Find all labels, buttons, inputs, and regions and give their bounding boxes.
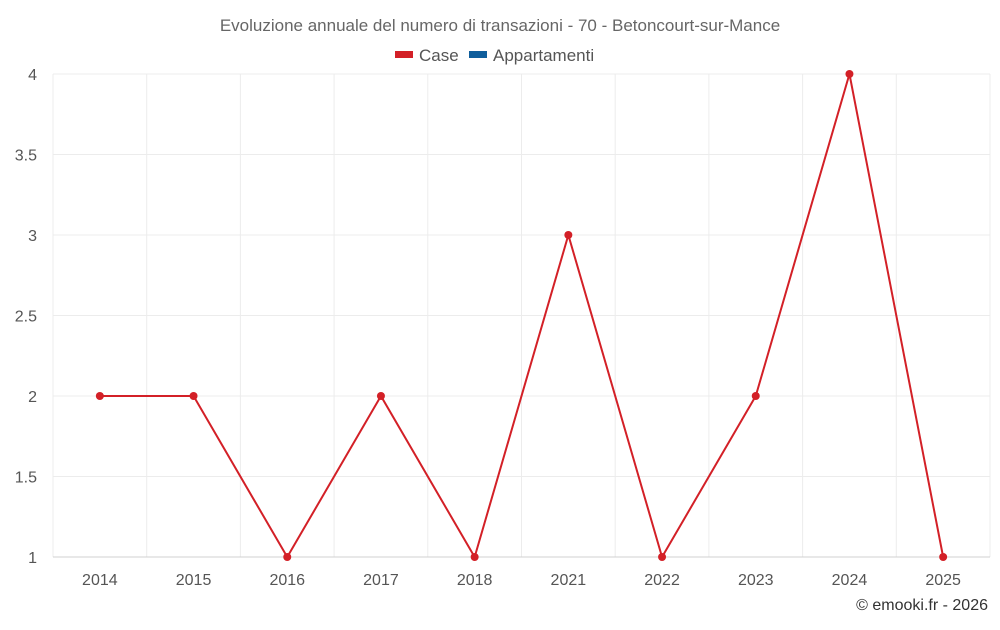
x-tick-label: 2023 [738, 572, 774, 589]
legend-item-case[interactable]: Case [395, 46, 459, 65]
y-tick-label: 4 [28, 67, 37, 84]
chart-title: Evoluzione annuale del numero di transaz… [220, 16, 780, 35]
x-tick-label: 2021 [551, 572, 587, 589]
x-tick-label: 2022 [644, 572, 680, 589]
data-point[interactable] [658, 553, 667, 561]
y-tick-label: 3 [28, 228, 37, 245]
y-tick-label: 1 [28, 550, 37, 567]
x-tick-label: 2015 [176, 572, 212, 589]
data-point[interactable] [939, 553, 948, 561]
data-point[interactable] [470, 553, 479, 561]
x-tick-label: 2018 [457, 572, 493, 589]
data-point[interactable] [95, 392, 104, 400]
data-point[interactable] [751, 392, 760, 400]
x-tick-label: 2014 [82, 572, 118, 589]
grid [52, 73, 991, 557]
axes: 1 1.5 2 2.5 3 3.5 4 2014 2015 2016 2017 2018 2021 202… [15, 67, 990, 589]
legend-label-appartamenti: Appartamenti [493, 46, 594, 65]
y-tick-label: 2 [28, 389, 37, 406]
data-point[interactable] [376, 392, 385, 400]
y-tick-label: 2.5 [15, 309, 37, 326]
legend-item-appartamenti[interactable]: Appartamenti [469, 46, 594, 65]
series-line-case [99, 73, 945, 558]
data-point[interactable] [283, 553, 292, 561]
y-tick-label: 3.5 [15, 148, 37, 165]
legend-swatch-case [395, 51, 413, 58]
legend-swatch-appartamenti [469, 51, 487, 58]
y-tick-label: 1.5 [15, 470, 37, 487]
legend-label-case: Case [419, 46, 459, 65]
legend: Case Appartamenti [395, 46, 594, 65]
data-point[interactable] [845, 70, 854, 78]
data-point[interactable] [564, 231, 573, 239]
credit-text: © emooki.fr - 2026 [856, 597, 988, 614]
x-tick-label: 2025 [925, 572, 961, 589]
x-tick-label: 2024 [832, 572, 868, 589]
series-case [95, 70, 948, 561]
x-tick-label: 2017 [363, 572, 399, 589]
data-point[interactable] [189, 392, 198, 400]
x-tick-label: 2016 [269, 572, 305, 589]
